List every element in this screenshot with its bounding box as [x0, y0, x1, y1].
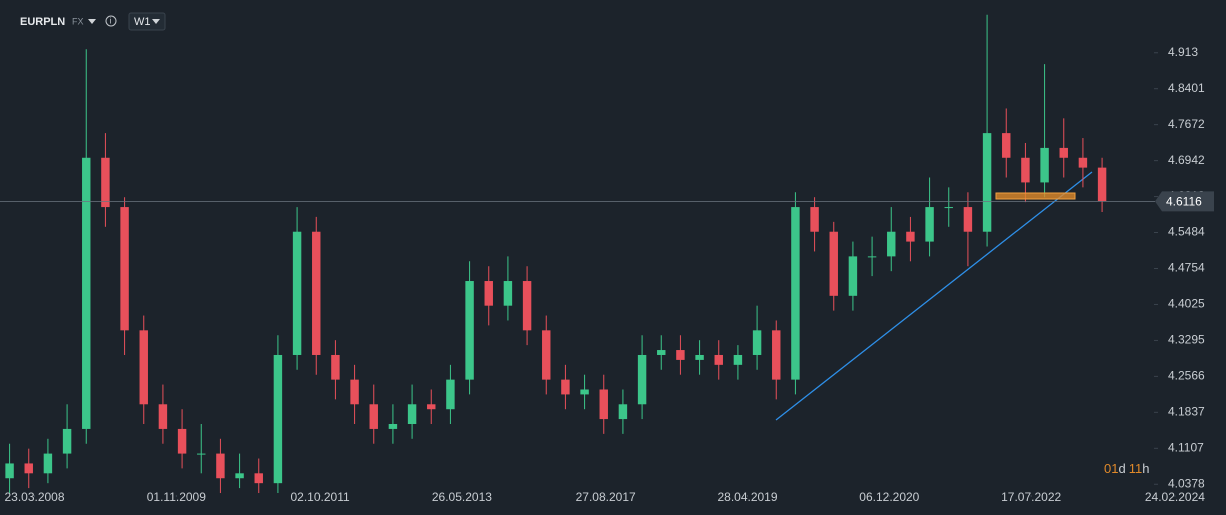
candle-body [484, 281, 493, 306]
candle-body [446, 379, 455, 410]
candle-body [580, 389, 589, 395]
candle-body [618, 404, 628, 420]
x-tick-label: 17.07.2022 [1001, 490, 1061, 504]
info-icon[interactable] [105, 15, 117, 27]
candle-body [312, 231, 321, 355]
candle-body [465, 281, 474, 380]
candle-body [829, 231, 838, 296]
candle-body [867, 256, 877, 258]
candle-body [599, 389, 608, 420]
countdown-h: h [1142, 461, 1149, 476]
y-tick-label: 4.913 [1168, 45, 1198, 59]
candle-body [177, 428, 187, 454]
candle-body [1021, 157, 1030, 183]
candle-body [350, 379, 359, 405]
candle-body [963, 207, 973, 232]
countdown-d: d [1118, 461, 1125, 476]
countdown: 01d 11h [1104, 461, 1149, 476]
candle-body [331, 354, 340, 380]
timeframe-button[interactable] [128, 12, 166, 31]
x-tick-label: 01.11.2009 [147, 490, 206, 504]
candle-body [407, 404, 417, 425]
candle-body [944, 207, 953, 209]
candle-body [158, 404, 168, 429]
candle-body [24, 463, 33, 474]
x-tick-label: 23.03.2008 [4, 490, 64, 504]
support-zone[interactable] [995, 192, 1076, 200]
candle-body [772, 330, 781, 380]
candle-body [235, 473, 244, 479]
y-tick-label: 4.8401 [1168, 81, 1205, 95]
candle-body [101, 157, 110, 208]
candle-body [1040, 147, 1049, 183]
y-tick-label: 4.6942 [1168, 153, 1205, 167]
countdown-hours: 11 [1129, 461, 1143, 476]
candle-body [887, 231, 896, 257]
candle-body [542, 330, 551, 380]
market: FX [72, 16, 84, 26]
candle-body [120, 207, 129, 331]
candle-body [714, 354, 723, 365]
x-tick-label: 26.05.2013 [432, 490, 492, 504]
candle-body [1078, 157, 1088, 168]
last-price-label: 4.6116 [1166, 195, 1202, 209]
candle-body [1059, 147, 1068, 158]
x-tick-label: 27.08.2017 [576, 490, 636, 504]
dropdown-arrow [152, 19, 160, 24]
candle-body [254, 473, 263, 484]
candle-body [657, 350, 666, 355]
y-tick-label: 4.1837 [1168, 404, 1205, 418]
candle-body [676, 350, 685, 360]
y-tick-label: 4.7672 [1168, 117, 1205, 131]
y-tick-label: 4.4754 [1168, 261, 1205, 275]
candle-body [197, 453, 206, 455]
y-tick-label: 4.4025 [1168, 297, 1205, 311]
x-tick-label: 24.02.2024 [1145, 490, 1205, 504]
candle-body [503, 281, 513, 306]
candle-body [369, 404, 378, 429]
y-tick-label: 4.5484 [1168, 225, 1205, 239]
candle-body [522, 281, 532, 331]
info-i: i [110, 17, 112, 26]
candle-body [1002, 133, 1011, 158]
y-tick-label: 4.0378 [1168, 476, 1205, 490]
dropdown-arrow[interactable] [88, 19, 96, 24]
candle-body [292, 231, 302, 355]
candle-body [982, 133, 992, 232]
candle-body [427, 404, 436, 410]
candle-body [810, 207, 819, 232]
candle-body [925, 207, 934, 242]
candle-body [388, 424, 398, 429]
last-price-box [1155, 191, 1214, 212]
candle-body [5, 463, 14, 479]
candle-body [273, 354, 283, 484]
candle-body [637, 354, 647, 405]
y-tick-label: 4.2566 [1168, 369, 1205, 383]
countdown-days: 01 [1104, 461, 1118, 476]
candle-body [791, 207, 800, 380]
candle-body [733, 354, 743, 365]
candle-body [1097, 167, 1107, 202]
symbol[interactable]: EURPLN [20, 16, 65, 28]
candle-body [906, 231, 915, 242]
x-tick-label: 28.04.2019 [717, 490, 777, 504]
candle-body [82, 157, 91, 429]
y-tick-label: 4.1107 [1168, 440, 1204, 454]
candle-body [752, 330, 762, 355]
candle-body [62, 428, 72, 454]
candle-body [561, 379, 570, 395]
candle-body [139, 330, 148, 405]
candle-body [43, 453, 53, 474]
candle-body [216, 453, 225, 479]
x-tick-label: 02.10.2011 [290, 490, 349, 504]
candle-body [695, 354, 704, 360]
x-tick-label: 06.12.2020 [859, 490, 919, 504]
trend-line[interactable] [775, 171, 1093, 421]
candle-body [848, 256, 858, 296]
y-tick-label: 4.3295 [1168, 333, 1205, 347]
timeframe: W1 [134, 16, 151, 28]
